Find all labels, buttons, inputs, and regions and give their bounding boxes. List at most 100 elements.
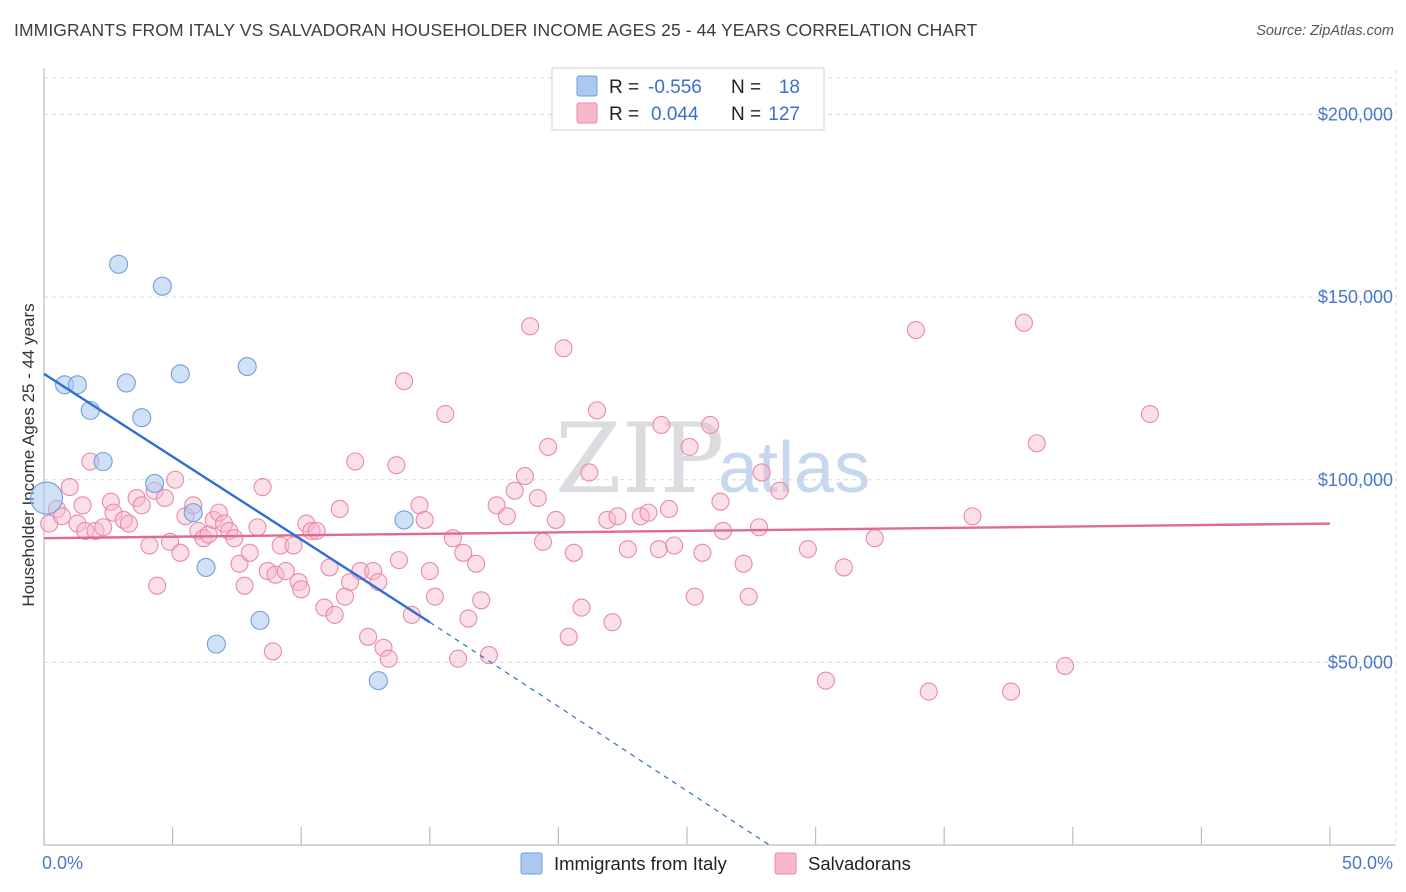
salvadorans-point-109 (734, 554, 753, 573)
salvadorans-point-64 (395, 372, 414, 391)
salvadorans-point-69 (425, 587, 444, 606)
source-label: Source: ZipAtlas.com (1256, 23, 1394, 39)
legend-swatch-italy (576, 75, 598, 97)
salvadorans-point-36 (248, 518, 267, 537)
salvadorans-point-12 (114, 510, 133, 529)
italy-point-0 (30, 481, 64, 515)
salvadorans-point-18 (148, 576, 167, 595)
salvadorans-point-103 (680, 437, 699, 456)
salvadorans-point-55 (346, 452, 365, 471)
salvadorans-point-37 (253, 478, 272, 497)
bottom-legend-label-salvadorans: Salvadorans (808, 853, 911, 874)
salvadorans-point-123 (1027, 434, 1046, 453)
salvadorans-point-62 (387, 456, 406, 475)
salvadorans-point-51 (325, 605, 344, 624)
salvadorans-point-122 (1014, 313, 1033, 332)
salvadorans-point-39 (263, 642, 282, 661)
salvadorans-point-70 (436, 404, 455, 424)
salvadorans-point-83 (528, 488, 547, 508)
salvadorans-point-118 (906, 320, 925, 340)
italy-point-16 (368, 671, 388, 691)
salvadorans-point-42 (276, 562, 295, 581)
bottom-legend-label-italy: Immigrants from Italy (554, 853, 727, 874)
salvadorans-point-13 (119, 514, 138, 533)
italy-point-10 (170, 364, 190, 384)
salvadorans-point-15 (132, 496, 151, 515)
salvadorans-point-60 (374, 638, 393, 657)
salvadorans-point-91 (580, 463, 599, 482)
legend-n-value-salvadorans: 127 (768, 104, 800, 125)
salvadorans-point-49 (315, 598, 334, 617)
legend-n-label-italy: N = (731, 77, 761, 98)
x-tick-label-max: 50.0% (1342, 853, 1393, 873)
legend-n-label-salvadorans: N = (731, 104, 761, 125)
italy-point-17 (394, 510, 414, 530)
salvadorans-point-115 (816, 671, 835, 690)
italy-point-13 (206, 634, 226, 654)
legend-swatch-salvadorans (576, 102, 598, 124)
salvadorans-point-120 (963, 507, 982, 526)
series-legend: Immigrants from Italy Salvadorans (520, 852, 911, 875)
watermark: ZIP atlas (555, 403, 870, 515)
italy-trend-extension (429, 621, 770, 846)
salvadorans-point-82 (521, 317, 540, 336)
legend-r-label-italy: R = (609, 77, 639, 98)
stats-legend: R = -0.556 N = 18 R = 0.044 N = 127 (551, 67, 825, 131)
italy-points (30, 254, 414, 691)
salvadorans-point-40 (266, 565, 285, 584)
salvadorans-point-10 (101, 492, 120, 511)
salvadorans-point-5 (73, 496, 92, 515)
y-tick-label-1: $100,000 (1318, 470, 1393, 490)
italy-point-7 (132, 408, 152, 428)
salvadorans-point-107 (711, 492, 730, 511)
salvadorans-point-48 (307, 521, 326, 540)
legend-r-label-salvadorans: R = (609, 104, 639, 125)
salvadorans-point-88 (559, 627, 578, 646)
trend-lines (43, 372, 1331, 846)
salvadorans-point-86 (546, 510, 565, 529)
salvadorans-point-21 (166, 470, 185, 489)
salvadorans-point-94 (603, 613, 622, 632)
italy-point-14 (237, 356, 257, 377)
italy-point-15 (250, 610, 270, 630)
salvadorans-point-75 (467, 554, 486, 573)
legend-n-value-italy: 18 (779, 77, 800, 98)
salvadorans-point-93 (598, 510, 617, 529)
salvadorans-point-121 (1002, 682, 1021, 701)
salvadorans-point-35 (240, 543, 259, 562)
italy-point-6 (116, 373, 136, 393)
salvadorans-point-90 (572, 598, 591, 617)
salvadorans-point-72 (449, 649, 468, 668)
salvadorans-point-16 (140, 536, 159, 555)
salvadorans-point-95 (608, 507, 627, 526)
salvadorans-point-104 (685, 587, 704, 606)
salvadorans-point-112 (752, 463, 771, 482)
salvadorans-point-106 (701, 415, 720, 435)
salvadorans-point-6 (76, 521, 95, 540)
salvadorans-point-105 (693, 543, 712, 562)
salvadorans-point-114 (798, 540, 817, 559)
salvadorans-point-11 (104, 503, 123, 522)
legend-r-value-salvadorans: 0.044 (651, 104, 699, 125)
y-tick-labels: $50,000 $100,000 $150,000 $200,000 (1318, 105, 1393, 673)
salvadorans-point-34 (235, 576, 254, 595)
salvadorans-point-74 (459, 609, 478, 628)
italy-point-8 (145, 473, 165, 493)
salvadorans-point-125 (1140, 404, 1160, 424)
salvadorans-point-102 (665, 536, 684, 555)
italy-trend-line (43, 372, 431, 624)
salvadorans-trend-line (43, 522, 1331, 540)
watermark-atlas: atlas (718, 428, 870, 508)
salvadorans-point-19 (155, 488, 174, 508)
y-tick-label-3: $200,000 (1318, 105, 1393, 125)
salvadorans-point-43 (284, 536, 303, 555)
salvadorans-point-84 (533, 532, 553, 551)
salvadorans-point-79 (497, 507, 517, 526)
watermark-zip: ZIP (555, 403, 724, 515)
salvadorans-point-41 (271, 536, 290, 555)
chart-title: IMMIGRANTS FROM ITALY VS SALVADORAN HOUS… (14, 20, 978, 40)
salvadorans-points (40, 313, 1160, 701)
salvadorans-point-2 (52, 507, 72, 526)
salvadorans-point-76 (472, 591, 491, 610)
